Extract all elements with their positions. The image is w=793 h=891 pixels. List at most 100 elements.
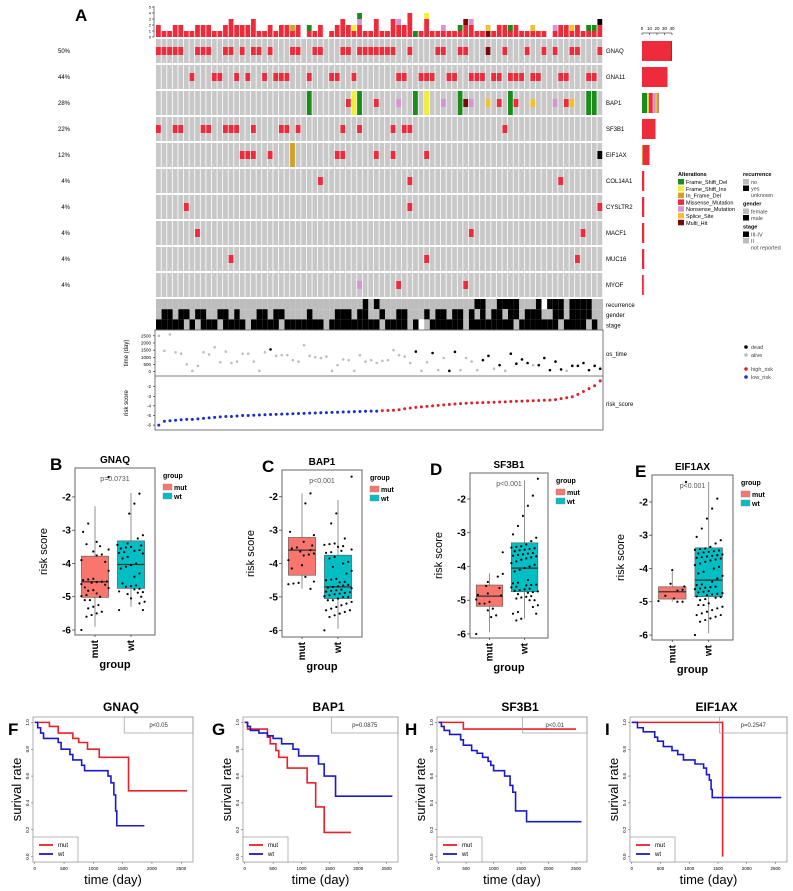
clinical-track-cell [429,299,436,310]
oncoprint-cell [228,221,234,245]
data-point [121,557,124,560]
clinical-track-cell [206,299,212,310]
data-point [290,547,293,550]
data-point [338,592,341,595]
sample-mutation-count-bar [424,13,429,19]
oncoprint-cell [379,169,385,193]
mutation-mark-Missense_Mutation [502,125,508,133]
clinical-track-cell [563,309,570,320]
data-point [702,603,705,607]
oncoprint-cell [329,169,334,193]
legend-item: mut [462,843,472,849]
oncoprint-cell [496,221,502,245]
oncoprint-cell [513,143,519,167]
oncoprint-cell [474,221,480,245]
sample-mutation-count-bar [368,31,374,37]
clinical-track-cell [256,309,263,320]
data-point [87,607,90,610]
mutation-mark-Missense_Mutation [172,47,178,55]
data-point [695,613,698,617]
oncoprint-cell [591,39,597,63]
oncoprint-cell [345,273,351,297]
oncoprint-cell [385,91,390,115]
clinical-track-cell [591,309,598,320]
clinical-track-cell [340,309,346,320]
data-point [124,565,127,568]
mutation-mark-Missense_Mutation [278,73,284,81]
clinical-track-cell [463,319,469,330]
data-point [501,572,504,575]
clinical-track-cell [318,309,324,320]
x-tick-label: wt [126,639,137,652]
risk-score-point [319,411,323,415]
gene-count-bar [642,145,650,165]
y-tick-label: 0.0 [622,853,627,860]
data-point [323,595,326,598]
risk-score-point [257,413,261,417]
data-point [520,545,523,548]
data-point [695,584,698,587]
oncoprint-cell [200,143,206,167]
oncoprint-cell [452,39,457,63]
data-point [343,591,346,595]
clinical-track-cell [474,309,481,320]
data-point [716,554,719,557]
oncoprint-cell [496,143,502,167]
data-point [707,589,710,593]
sample-mutation-count-bar [407,19,413,25]
clinical-track-cell [312,299,319,310]
data-point [698,562,702,565]
oncoprint-cell [385,143,390,167]
data-point [309,587,312,591]
data-point [136,591,139,594]
mutation-mark-Frame_Shift_Ins [424,91,429,115]
oncoprint-cell [256,195,262,219]
clinical-track-cell [195,299,201,310]
clinical-track-cell [340,299,346,310]
clinical-track-cell [468,299,475,310]
mutation-mark-Frame_Shift_Ins [351,91,357,115]
data-point [698,598,702,602]
oncoprint-cell [340,91,346,115]
data-point [304,502,307,505]
sample-mutation-count-bar [390,25,396,31]
oncoprint-cell [463,247,469,271]
sample-mutation-count-bar [223,25,228,31]
data-point [99,545,102,548]
legend-swatch [369,494,380,502]
os-time-point [336,363,339,367]
os-time-point [196,364,200,368]
oncoprint-cell [357,169,362,193]
oncoprint-cell [334,221,340,245]
data-point [510,546,513,549]
mutation-mark-Missense_Mutation [446,73,452,81]
oncoprint-cell [256,117,262,141]
oncoprint-cell [368,65,374,89]
sample-mutation-count-bar [340,19,346,25]
oncoprint-cell [429,195,435,219]
oncoprint-cell [480,143,485,167]
sample-mutation-count-bar [312,31,318,37]
oncoprint-cell [301,143,307,167]
oncoprint-cell [172,247,178,271]
sample-mutation-count-bar [597,31,603,37]
oncoprint-cell [239,273,245,297]
sample-mutation-count-bar [424,19,429,25]
clinical-track-cell [306,309,313,320]
oncoprint-cell [318,273,323,297]
oncoprint-cell [468,273,474,297]
oncoprint-cell [530,169,536,193]
oncoprint-cell [183,247,189,271]
y-tick-label: -5 [147,413,151,418]
mutation-mark-Missense_Mutation [340,125,346,133]
data-point [704,597,707,601]
data-point [141,608,144,612]
data-point [336,585,340,588]
data-point [304,575,307,578]
oncoprint-cell [569,117,575,141]
data-point [528,587,531,590]
oncoprint-cell [156,247,161,271]
oncoprint-cell [167,221,172,245]
oncoprint-cell [541,273,547,297]
oncoprint-cell [530,117,536,141]
